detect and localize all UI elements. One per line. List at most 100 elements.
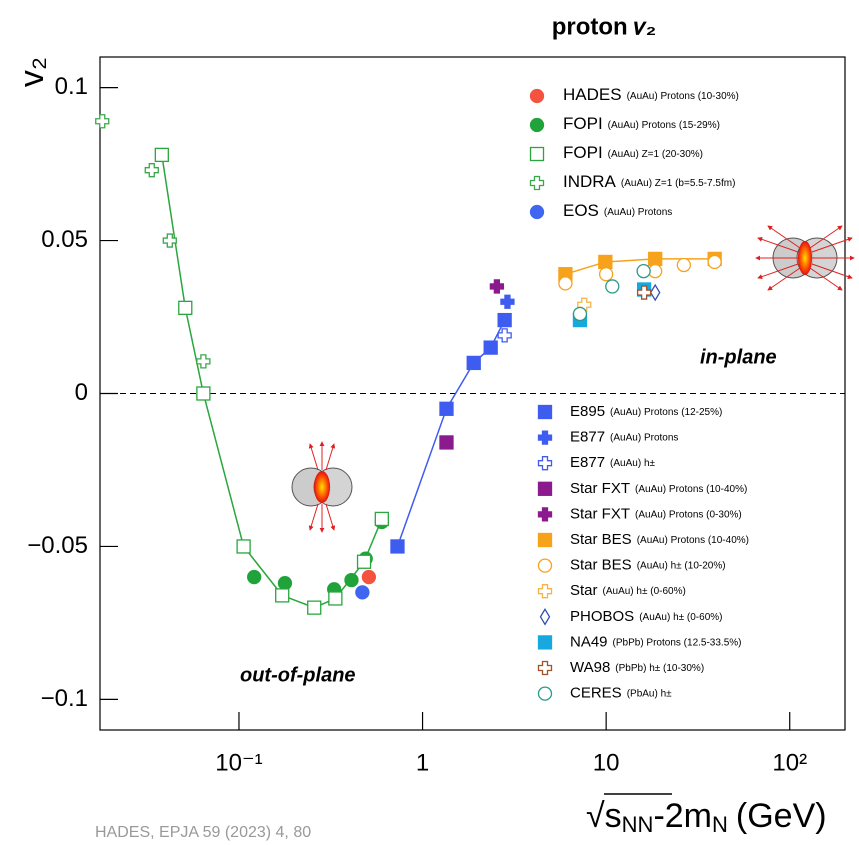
legend-marker	[537, 456, 553, 471]
in-plane-illustration	[755, 225, 855, 291]
legend-marker	[529, 146, 545, 162]
legend-note: (PbPb) h± (10-30%)	[615, 663, 704, 674]
legend-entry: Star BES (AuAu) Protons (10-40%)	[570, 531, 749, 548]
data-point	[162, 233, 177, 248]
legend-entry: Star FXT (AuAu) Protons (0-30%)	[570, 505, 742, 522]
plot-area	[95, 114, 845, 615]
x-axis-label: √sNN-2mN (GeV)	[586, 797, 827, 837]
legend-marker	[539, 608, 551, 626]
data-point	[275, 588, 290, 603]
legend-marker	[529, 88, 545, 104]
data-point	[307, 600, 322, 615]
legend-note: (AuAu) Protons (12-25%)	[610, 407, 722, 418]
legend-marker	[529, 204, 545, 220]
legend-note: (AuAu) Protons (0-30%)	[635, 509, 742, 520]
data-point	[356, 554, 372, 569]
legend-name: NA49	[570, 633, 608, 650]
out-of-plane-illustration	[291, 441, 353, 533]
legend-entry: INDRA (AuAu) Z=1 (b=5.5-7.5fm)	[563, 172, 735, 191]
legend-marker	[537, 404, 553, 420]
legend-name: PHOBOS	[570, 608, 634, 625]
data-point	[500, 294, 515, 309]
data-point	[558, 276, 573, 291]
legend-marker	[537, 635, 553, 650]
legend-marker	[537, 481, 553, 496]
data-point	[361, 569, 377, 585]
y-tick-label: 0	[75, 379, 88, 406]
legend-note: (PbPb) Protons (12.5-33.5%)	[613, 637, 742, 648]
data-point	[439, 401, 454, 416]
legend-note: (AuAu) h± (0-60%)	[639, 611, 722, 622]
data-point	[466, 355, 481, 371]
data-point	[572, 306, 588, 322]
data-point	[328, 591, 343, 606]
legend-name: Star FXT	[570, 505, 630, 522]
data-point	[598, 267, 614, 282]
legend-name: E877	[570, 454, 605, 471]
legend-entry: Star FXT (AuAu) Protons (10-40%)	[570, 480, 747, 497]
data-point	[374, 511, 389, 527]
x-tick-label: 10²	[772, 749, 807, 776]
data-point	[154, 147, 169, 163]
annotation: in-plane	[700, 346, 777, 368]
x-label-part: s	[605, 797, 622, 835]
legend-name: WA98	[570, 659, 610, 676]
x-tick-label: 10	[593, 749, 620, 776]
y-tick-label: −0.1	[41, 685, 88, 712]
x-label-part: -2m	[653, 797, 712, 835]
data-point	[483, 340, 498, 355]
legend-entry: EOS (AuAu) Protons	[563, 201, 672, 220]
data-point	[390, 539, 405, 554]
data-point	[355, 585, 370, 600]
legend-marker	[537, 532, 553, 548]
y-tick-label: 0.05	[41, 226, 88, 253]
data-point	[648, 251, 663, 267]
legend-name: Star BES	[570, 531, 632, 548]
data-point	[196, 386, 211, 401]
legend-name: E877	[570, 429, 605, 446]
data-point	[497, 328, 512, 343]
legend-entry: NA49 (PbPb) Protons (12.5-33.5%)	[570, 633, 741, 650]
y-axis-label: v₂	[13, 57, 51, 87]
legend-note: (AuAu) Protons (10-40%)	[637, 535, 749, 546]
legend-entry: E877 (AuAu) h±	[570, 454, 656, 471]
legend-name: EOS	[563, 201, 599, 220]
data-point	[636, 263, 651, 279]
x-label-part: N	[712, 812, 728, 837]
legend-name: FOPI	[563, 143, 603, 162]
data-point	[178, 300, 193, 315]
source-note: HADES, EPJA 59 (2023) 4, 80	[95, 824, 311, 841]
legend-entry: Star BES (AuAu) h± (10-20%)	[570, 557, 726, 574]
legend-marker	[537, 584, 553, 599]
legend-entry: E895 (AuAu) Protons (12-25%)	[570, 403, 722, 420]
data-point	[196, 354, 211, 369]
legend-note: (AuAu) Z=1 (20-30%)	[608, 149, 703, 160]
y-tick-label: 0.1	[55, 73, 88, 100]
data-point	[439, 435, 454, 450]
data-point	[649, 283, 661, 302]
legend-name: INDRA	[563, 172, 617, 191]
legend-note: (AuAu) Z=1 (b=5.5-7.5fm)	[621, 178, 736, 189]
legend-marker	[537, 660, 553, 676]
data-point	[676, 257, 691, 273]
legend-note: (AuAu) Protons	[610, 432, 678, 443]
legend-note: (AuAu) Protons (10-40%)	[635, 483, 747, 494]
data-point	[277, 576, 293, 591]
legend-marker	[537, 430, 553, 445]
data-point	[598, 254, 613, 270]
legend-name: CERES	[570, 685, 622, 702]
legend-entry: Star (AuAu) h± (0-60%)	[570, 582, 686, 599]
data-point	[577, 297, 592, 312]
x-tick-label: 1	[416, 749, 429, 776]
legend-name: FOPI	[563, 114, 603, 133]
legend-entry: PHOBOS (AuAu) h± (0-60%)	[570, 608, 722, 625]
legend-note: (AuAu) Protons	[604, 207, 672, 218]
data-point	[605, 279, 620, 294]
legend-marker	[537, 558, 553, 573]
data-point	[636, 285, 652, 300]
legend-name: E895	[570, 403, 605, 420]
legend-entry: WA98 (PbPb) h± (10-30%)	[570, 659, 704, 676]
legend-entry: CERES (PbAu) h±	[570, 685, 672, 702]
data-point	[95, 114, 110, 129]
